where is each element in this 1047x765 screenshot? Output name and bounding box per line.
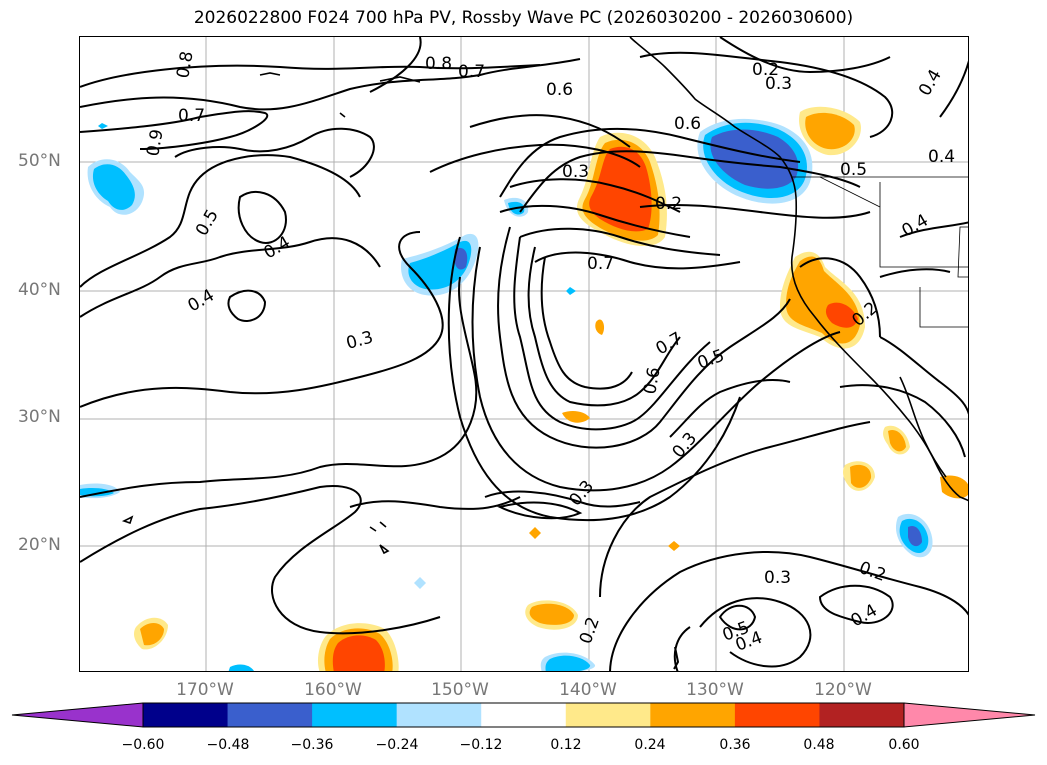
colorbar-segment xyxy=(396,703,482,727)
contour-label: 0.6 xyxy=(640,366,664,396)
lat-label-30n: 30°N xyxy=(18,407,61,427)
colorbar-segment xyxy=(565,703,651,727)
colorbar-tick-label: −0.12 xyxy=(459,737,503,753)
contour-label: 0.2 xyxy=(856,558,888,586)
contour-label: 0.7 xyxy=(587,254,614,274)
contour-label: 0.3 xyxy=(344,328,375,354)
contour-label: 0.7 xyxy=(458,62,485,82)
contour-label: 0.7 xyxy=(178,106,205,126)
colorbar-segment xyxy=(650,703,736,727)
colorbar-extend-min xyxy=(11,702,144,728)
contour-label: 0.6 xyxy=(674,114,701,134)
contour-label: 0.5 xyxy=(192,206,223,239)
colorbar-segment xyxy=(227,703,313,727)
lat-label-50n: 50°N xyxy=(18,151,61,171)
lon-label-120w: 120°W xyxy=(814,680,872,700)
colorbar-tick-label: 0.12 xyxy=(550,737,582,753)
contour-label: 0.3 xyxy=(765,74,792,94)
political-borders xyxy=(792,176,968,328)
colorbar-tick-label: 0.60 xyxy=(888,737,920,753)
contour-label: 0.2 xyxy=(655,194,682,214)
pv-contours xyxy=(80,37,968,671)
contour-label: 0.4 xyxy=(848,600,881,631)
colorbar-segment xyxy=(734,703,820,727)
lat-label-40n: 40°N xyxy=(18,280,61,300)
contour-labels: 0.8 0.8 0.7 0.6 0.7 0.9 0.2 0.3 0.4 0.4 … xyxy=(143,50,955,656)
contour-label: 0.7 xyxy=(653,328,686,359)
colorbar-tick-label: 0.48 xyxy=(803,737,835,753)
contour-label: 0.4 xyxy=(928,147,955,167)
map-title: 2026022800 F024 700 hPa PV, Rossby Wave … xyxy=(193,8,854,28)
contour-label: 0.8 xyxy=(173,50,197,80)
colorbar-tick-label: 0.24 xyxy=(634,737,666,753)
contour-label: 0.5 xyxy=(695,346,727,374)
colorbar-tick-label: −0.36 xyxy=(290,737,334,753)
contour-label: 0.8 xyxy=(425,54,452,74)
colorbar-tick-label: −0.60 xyxy=(121,737,165,753)
contour-label: 0.4 xyxy=(185,285,218,316)
colorbar-extend-max xyxy=(903,702,1036,728)
contour-label: 0.4 xyxy=(261,232,294,263)
contour-label: 0.5 xyxy=(840,160,867,180)
contour-label: 0.9 xyxy=(143,128,167,158)
colorbar xyxy=(11,702,1036,728)
colorbar-segment xyxy=(312,703,398,727)
colorbar-segments xyxy=(11,702,1036,728)
contour-label: 0.2 xyxy=(576,614,604,646)
colorbar-tick-label: 0.36 xyxy=(719,737,751,753)
lat-label-20n: 20°N xyxy=(18,535,61,555)
map-canvas: 0.8 0.8 0.7 0.6 0.7 0.9 0.2 0.3 0.4 0.4 … xyxy=(80,37,968,671)
colorbar-segment xyxy=(819,703,905,727)
contour-label: 0.3 xyxy=(562,162,589,182)
pv-shading xyxy=(80,106,968,671)
contour-label: 0.6 xyxy=(546,80,573,100)
colorbar-tick-label: −0.48 xyxy=(206,737,250,753)
lon-label-160w: 160°W xyxy=(304,680,362,700)
lon-label-140w: 140°W xyxy=(559,680,617,700)
lon-label-170w: 170°W xyxy=(176,680,234,700)
lon-label-150w: 150°W xyxy=(431,680,489,700)
lon-label-130w: 130°W xyxy=(686,680,744,700)
contour-label: 0.2 xyxy=(752,60,779,80)
contour-label: 0.4 xyxy=(915,66,946,99)
map-panel[interactable]: 0.8 0.8 0.7 0.6 0.7 0.9 0.2 0.3 0.4 0.4 … xyxy=(79,36,969,672)
colorbar-segment xyxy=(481,703,567,727)
contour-label: 0.3 xyxy=(764,568,791,588)
colorbar-tick-label: −0.24 xyxy=(375,737,419,753)
coastlines xyxy=(121,37,968,555)
colorbar-segment xyxy=(143,703,229,727)
